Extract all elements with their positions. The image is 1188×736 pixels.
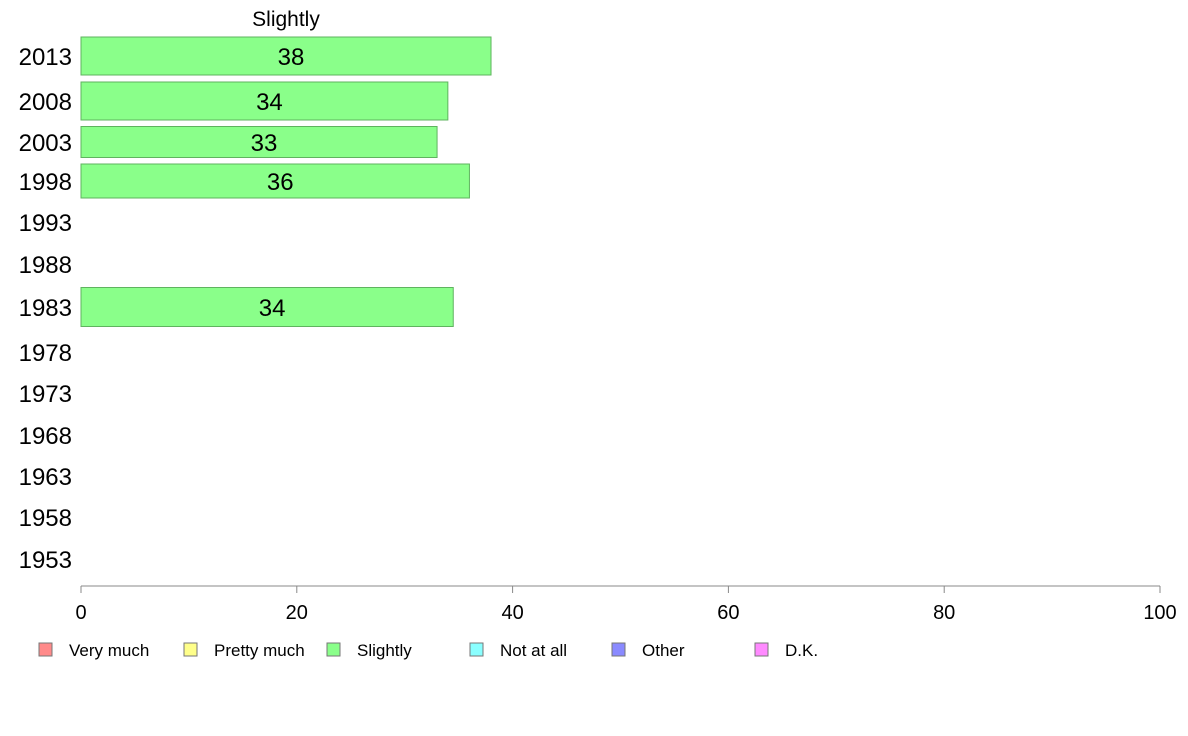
x-tick-label: 20	[286, 602, 308, 624]
bar-value-label: 34	[259, 295, 286, 322]
y-tick-label: 1958	[19, 505, 72, 532]
bar-value-label: 33	[251, 130, 278, 157]
bar	[80, 287, 454, 327]
y-tick-label: 2003	[19, 130, 72, 157]
y-tick-label: 1973	[19, 381, 72, 408]
x-tick-label: 60	[717, 602, 739, 624]
legend-swatch	[469, 642, 484, 657]
x-tick-label: 0	[75, 602, 86, 624]
bars-group: 38 34 33 36 34	[80, 36, 492, 327]
y-tick-label: 2013	[19, 44, 72, 71]
legend-swatch	[326, 642, 341, 657]
legend-label: Slightly	[357, 641, 412, 660]
y-tick-label: 2008	[19, 89, 72, 116]
y-tick-label: 1983	[19, 295, 72, 322]
y-tick-label: 1968	[19, 423, 72, 450]
bar	[80, 163, 470, 199]
bar-value-label: 36	[267, 169, 294, 196]
legend: Very much Pretty much Slightly Not at all Ot…	[38, 641, 818, 660]
y-tick-label: 1963	[19, 464, 72, 491]
x-axis: 0 20 40 60 80 100	[75, 585, 1177, 624]
y-tick-label: 1988	[19, 252, 72, 279]
legend-label: Other	[642, 641, 685, 660]
x-tick-label: 80	[933, 602, 955, 624]
bar	[80, 36, 492, 76]
legend-label: Very much	[69, 641, 149, 660]
legend-swatch	[183, 642, 198, 657]
legend-swatch	[38, 642, 53, 657]
legend-label: D.K.	[785, 641, 818, 660]
bar-value-label: 34	[256, 89, 283, 116]
bar-value-label: 38	[278, 44, 305, 71]
y-axis-labels: 2013 2008 2003 1998 1993 1988 1983 1978 1973 1968…	[19, 44, 72, 574]
bar	[80, 81, 449, 121]
chart-title: Slightly	[252, 8, 320, 31]
legend-swatch	[611, 642, 626, 657]
y-tick-label: 1998	[19, 169, 72, 196]
legend-label: Pretty much	[214, 641, 305, 660]
bar	[80, 126, 438, 158]
y-tick-label: 1978	[19, 340, 72, 367]
legend-swatch	[754, 642, 769, 657]
legend-label: Not at all	[500, 641, 567, 660]
y-tick-label: 1993	[19, 210, 72, 237]
y-tick-label: 1953	[19, 547, 72, 574]
x-tick-label: 100	[1143, 602, 1176, 624]
x-tick-label: 40	[501, 602, 523, 624]
